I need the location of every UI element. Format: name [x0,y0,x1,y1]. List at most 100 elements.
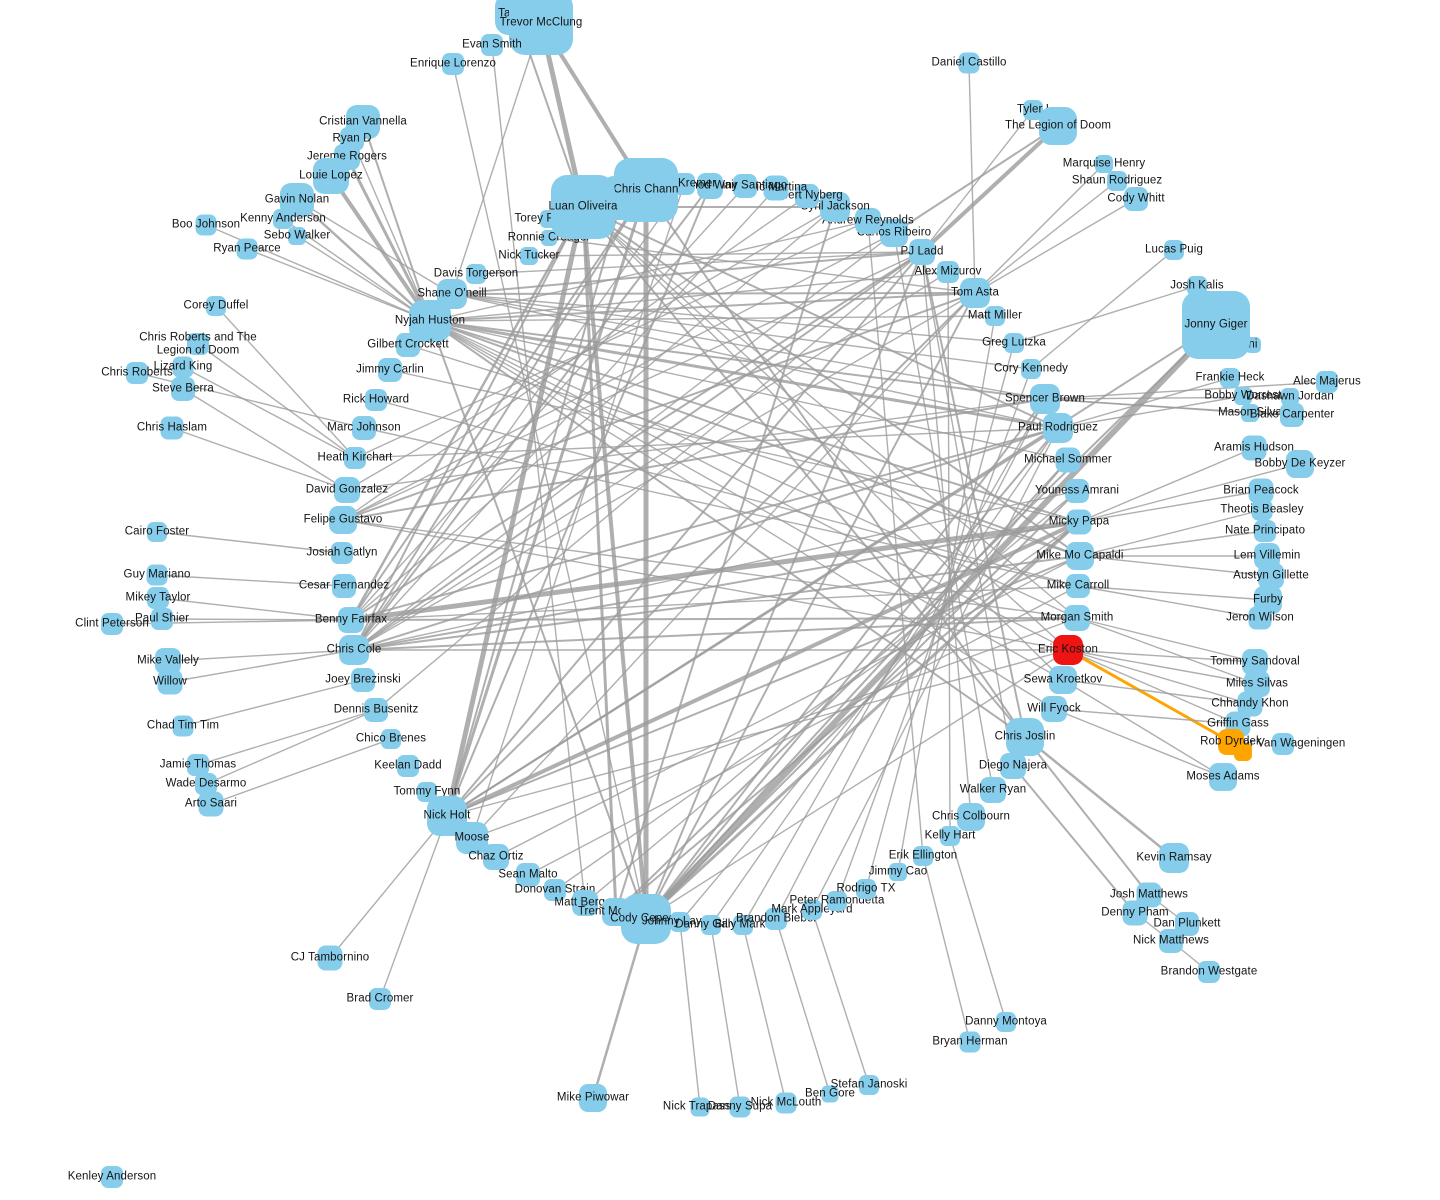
node-chico-brenes[interactable] [381,729,401,749]
node-erik-ellington[interactable] [913,846,933,866]
node-rodrigo-tx[interactable] [856,879,876,899]
node-ronnie-creager[interactable] [541,230,557,246]
node-marquise-henry[interactable] [1095,155,1113,173]
node-daniel-castillo[interactable] [958,52,980,74]
node-eric-martina[interactable] [763,175,789,201]
node-theotis-beasley[interactable] [1251,499,1273,521]
node-gilbert-crockett[interactable] [396,333,420,357]
node-cody-cepeda[interactable] [621,894,671,944]
node-andrew-reynolds[interactable] [855,208,881,234]
node-tyler-i[interactable] [1023,100,1043,120]
node-luan-oliveira[interactable] [551,175,615,239]
node-aramis-hudson[interactable] [1241,435,1267,461]
node-nick-tucker[interactable] [520,247,538,265]
node-diego-najera[interactable] [1000,753,1026,779]
node-cyril-jackson[interactable] [820,192,850,222]
node-nick-mclouth[interactable] [775,1092,797,1114]
node-cory-kennedy[interactable] [1021,359,1041,379]
node-shaun-rodriguez[interactable] [1107,171,1127,191]
node-keelan-dadd[interactable] [397,755,419,777]
node-danny-supa[interactable] [729,1096,751,1118]
node-matt-miller[interactable] [985,306,1005,326]
node-moose[interactable] [456,822,488,854]
node-dashawn-jordan[interactable] [1281,388,1299,406]
node-lizard-king[interactable] [172,356,194,378]
node-mikey-taylor[interactable] [147,587,169,609]
node-matt-berger[interactable] [572,890,598,916]
node-rick-howard[interactable] [365,389,387,411]
node-morgan-smith[interactable] [1064,605,1090,631]
node-denny-pham[interactable] [1122,900,1148,926]
node-cody-whitt[interactable] [1124,187,1148,211]
node-micky-papa[interactable] [1066,509,1092,535]
node-kevin-ramsay[interactable] [1159,843,1189,873]
node-peter-ramondetta[interactable] [827,891,847,911]
node-danny-garcia[interactable] [701,915,721,935]
node-ishod-wair[interactable] [697,173,723,199]
node-walker-ryan[interactable] [980,777,1006,803]
node-legion-of-doom[interactable] [1039,107,1077,145]
node-clint-peterson[interactable] [101,613,123,635]
node-tommy-sandoval[interactable] [1242,649,1268,675]
node-wade-desarmo[interactable] [195,773,217,795]
node-alex-mizurov[interactable] [937,261,959,283]
node-johnny-layton[interactable] [670,912,690,932]
node-chris-cole[interactable] [339,635,369,665]
node-evan-smith[interactable] [481,34,503,56]
node-josiah-gatlyn[interactable] [331,542,353,564]
node-felipe-gustavo[interactable] [329,506,357,534]
node-jamie-thomas[interactable] [187,754,209,776]
node-kenley-anderson[interactable] [101,1166,123,1188]
node-ben-gore[interactable] [821,1085,839,1103]
node-carlos-ribeiro[interactable] [880,219,908,247]
node-billy-marks[interactable] [733,915,753,935]
node-youness-amrani[interactable] [1065,479,1089,503]
node-arto-saari[interactable] [198,791,224,817]
node-chaz-ortiz[interactable] [483,844,509,870]
node-bryan-herman[interactable] [959,1031,981,1053]
node-kelly-hart[interactable] [940,826,960,846]
node-sewa-kroetkov[interactable] [1049,666,1077,694]
node-jimmy-cao[interactable] [889,863,907,881]
node-frankie-heck[interactable] [1220,368,1240,388]
node-brandon-biebel[interactable] [765,908,787,930]
node-enrique-lorenzo[interactable] [442,53,464,75]
node-brad-cromer[interactable] [369,988,391,1010]
node-nick-trapasso[interactable] [690,1097,710,1117]
node-louie-lopez[interactable] [313,158,349,194]
node-kenny-anderson[interactable] [273,209,293,229]
node-brian-peacock[interactable] [1248,478,1274,504]
node-jonny-giger[interactable] [1182,291,1250,359]
node-chris-haslam[interactable] [160,416,184,440]
node-albert-nyberg[interactable] [795,184,819,208]
node-mason-silva[interactable] [1241,404,1259,422]
node-donovan-strain[interactable] [544,879,566,901]
node-sean-malto[interactable] [516,863,540,887]
node-spencer-brown[interactable] [1030,384,1060,414]
node-lucas-puig[interactable] [1164,240,1184,260]
node-michael-sommer[interactable] [1055,447,1081,473]
node-corey-duffel[interactable] [206,296,226,316]
node-chris-joslin[interactable] [1006,718,1044,756]
node-boo-johnson[interactable] [195,214,217,236]
node-cj-tambornino[interactable] [317,945,343,971]
node-tom-asta[interactable] [960,278,990,308]
node-blake-carpenter[interactable] [1280,403,1304,427]
node-dennis-busenitz[interactable] [364,698,388,722]
node-paul-shier[interactable] [151,608,173,630]
node-willow[interactable] [157,669,183,695]
node-alec-majerus[interactable] [1316,371,1338,393]
node-davis-torgerson[interactable] [466,264,486,284]
node-will-fyock[interactable] [1041,696,1067,722]
node-wes-kremer[interactable] [673,173,695,195]
node-rob-dyrdek[interactable] [1218,729,1244,755]
node-greg-lutzka[interactable] [1004,333,1024,353]
node-paul-rodriguez[interactable] [1043,413,1073,443]
node-joey-brezinski[interactable] [351,668,375,692]
node-danny-montoya[interactable] [996,1012,1016,1032]
node-trevor-mcclung[interactable] [509,0,573,55]
node-chris-roberts-lod[interactable] [187,333,209,355]
node-chris-colbourn[interactable] [957,803,985,831]
node-jimmy-carlin[interactable] [378,358,402,382]
node-nick-matthews[interactable] [1159,929,1183,953]
